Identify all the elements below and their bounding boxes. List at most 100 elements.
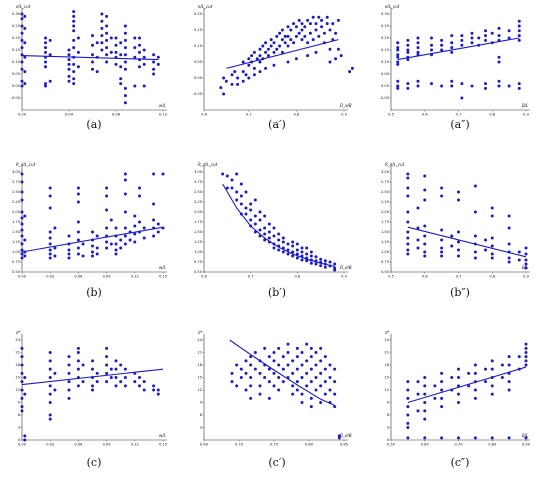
y-tick-label: 2.75 [381,180,389,184]
y-tick-label: 0.30 [12,12,21,16]
y-tick-label: 3.00 [381,170,390,174]
data-point [235,172,239,176]
data-point [253,367,257,371]
data-point [48,384,52,388]
data-point [156,222,160,226]
data-point [406,396,410,400]
data-point [72,19,76,23]
data-point [406,43,410,47]
data-point [484,248,487,252]
y-tick-label: 18 [15,363,20,367]
y-tick-label: 2.50 [12,190,21,194]
data-point [457,248,460,252]
data-point [336,18,340,22]
data-point [91,367,94,371]
x-tick-label: 0.6 [201,113,207,117]
data-point [81,254,85,258]
trend-line [21,368,164,386]
data-point [484,380,487,384]
chart-panel-a: -0.05 0.00 0.05 0.10 0.15 0.20 0.25 0.30 0.00 0.0… [11,4,167,131]
trend-line [21,226,164,253]
x-tick-label: 0.09 [103,275,112,279]
x-tick-label: 0.9 [523,113,529,117]
data-point [309,405,313,409]
y-axis-title: R_d/L_cut [198,162,218,167]
data-point [67,363,71,367]
trend-line [407,366,527,404]
data-point [440,436,444,440]
data-point [470,41,474,45]
data-point [138,43,141,47]
x-axis-title: B/L [522,433,528,438]
data-point [507,36,511,40]
data-point [317,34,321,38]
y-tick-label: 1.25 [381,240,389,244]
data-point [484,29,487,33]
data-point [507,29,511,33]
x-tick-label: 0.5 [388,275,394,279]
data-point [123,367,127,371]
data-point [524,266,528,270]
data-point [247,76,251,80]
data-point [138,50,141,54]
data-point [76,359,80,363]
data-point [253,222,257,226]
data-point [236,82,240,86]
data-point [497,60,501,64]
data-point [23,214,27,218]
data-point [286,25,290,29]
data-point [249,208,253,212]
y-tick-label: 1.75 [381,220,389,224]
data-point [263,238,267,242]
data-point [300,392,304,396]
data-point [48,256,52,260]
data-point [396,86,400,90]
data-point [219,86,223,90]
data-point [457,190,460,194]
data-point [467,371,471,375]
data-point [350,66,354,70]
data-point [247,57,251,61]
x-tick-label: 0.6 [422,275,428,279]
data-point [517,355,521,359]
data-point [416,246,420,250]
data-point [430,48,433,52]
y-tick-label: 0.05 [194,60,202,64]
data-point [100,26,104,30]
x-tick-label: 0.00 [18,113,27,117]
data-point [20,12,24,16]
data-point [294,57,298,61]
data-point [20,46,24,50]
data-point [328,28,332,32]
data-point [20,355,24,359]
chart-panel-b3: 0.50 0.75 1.00 1.25 1.50 1.75 2.00 2.25 2.50 2.75… [381,162,530,299]
data-point [490,31,494,35]
data-point [406,252,410,256]
data-point [20,210,24,214]
data-point [133,380,137,384]
data-point [267,396,271,400]
x-tick-label: 0.60 [421,443,430,447]
data-point [440,186,444,190]
data-point [333,262,337,266]
data-point [314,255,318,259]
data-point [295,256,299,260]
data-point [309,367,313,371]
y-tick-label: 1.50 [381,230,390,234]
y-tick-label: 3 [200,426,202,430]
data-point [300,22,304,26]
data-point [440,84,444,88]
data-point [280,28,284,32]
data-point [524,363,528,367]
data-point [314,22,318,26]
data-point [48,367,52,371]
panel-caption: (c) [87,456,102,469]
data-point [20,79,24,83]
data-point [133,232,137,236]
y-tick-label: 1.75 [12,220,20,224]
x-axis-title: w/L [159,103,166,108]
data-point [328,388,332,392]
x-tick-label: 0.9 [341,113,347,117]
data-point [524,342,528,346]
data-point [507,256,511,260]
